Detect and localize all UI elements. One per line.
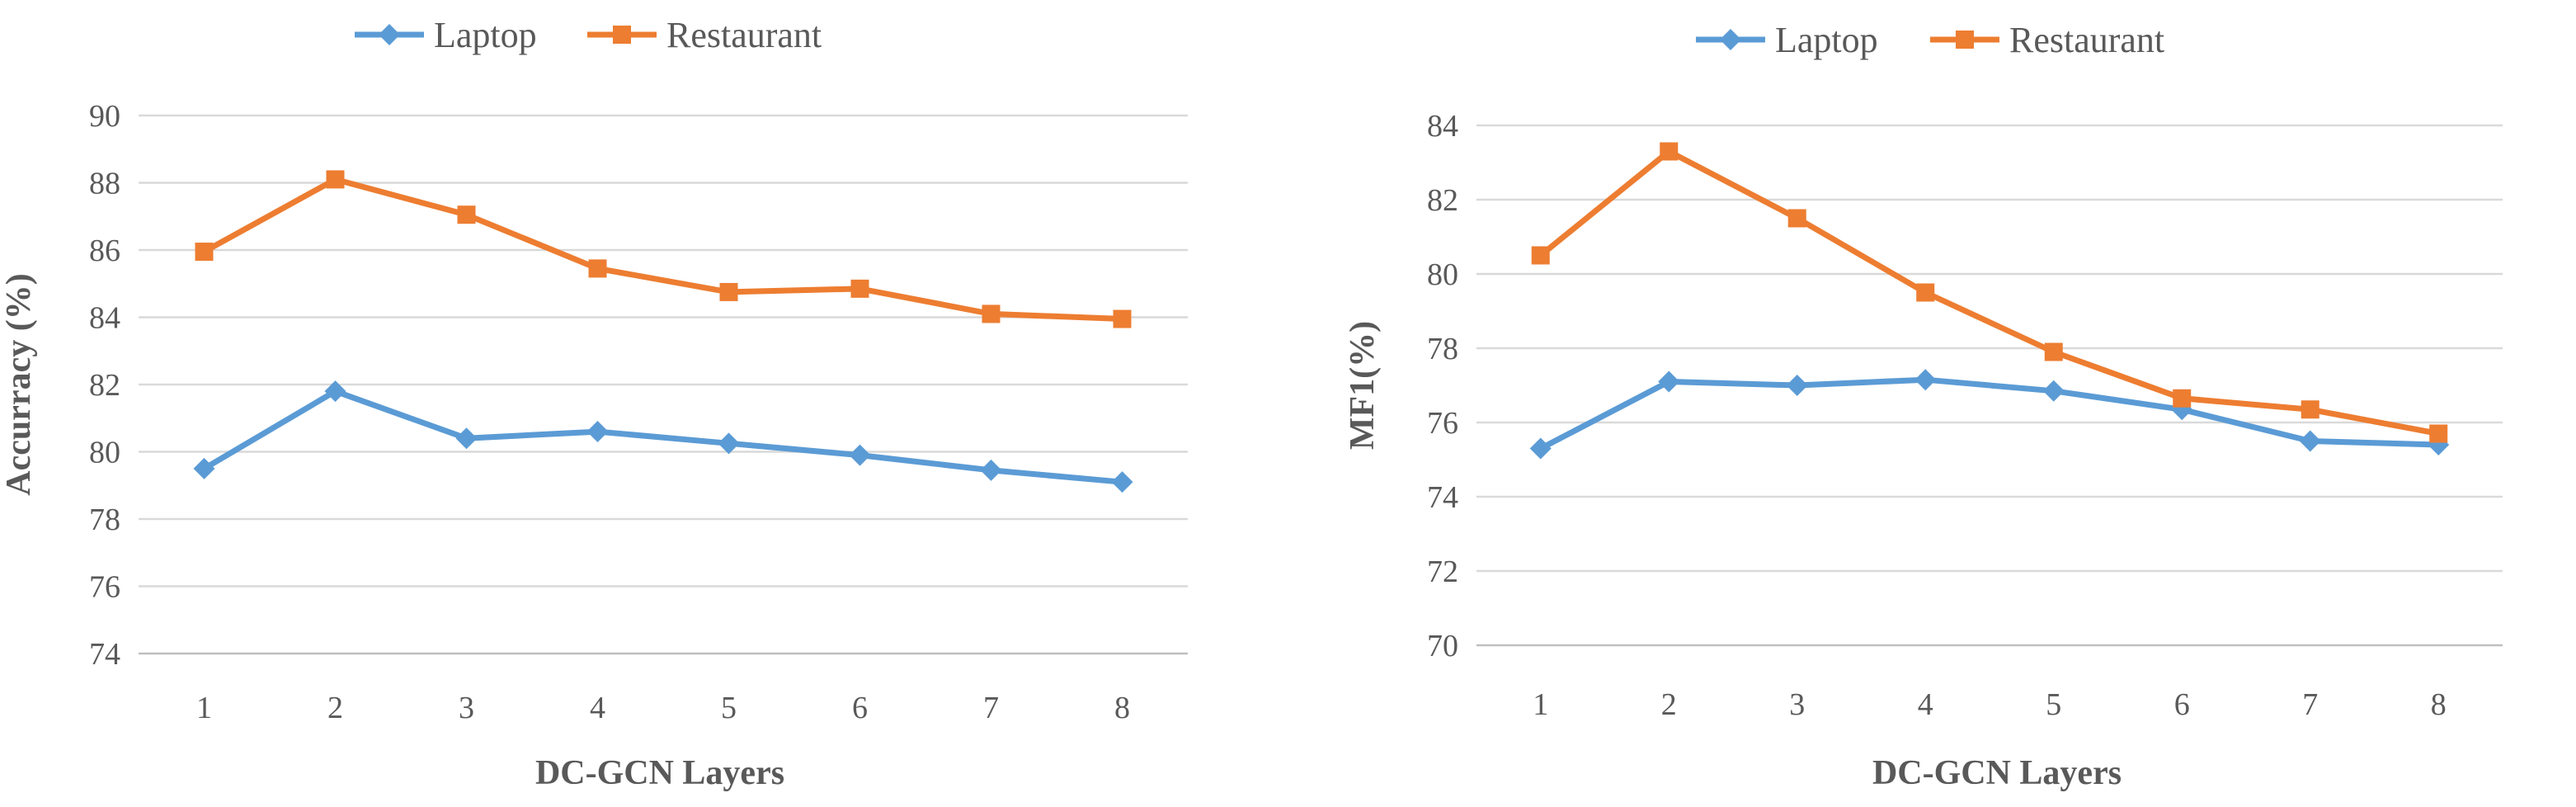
y-tick-label: 74 [89, 637, 120, 672]
y-axis-title: Accurracy (%) [0, 273, 38, 495]
y-tick-label: 88 [89, 167, 120, 201]
data-point-restaurant [2173, 389, 2192, 408]
x-tick-label: 6 [852, 691, 868, 725]
y-tick-label: 86 [89, 234, 120, 268]
x-tick-label: 4 [1918, 687, 1933, 722]
y-tick-label: 76 [1427, 406, 1458, 441]
data-point-restaurant [1787, 209, 1806, 228]
legend-marker-square [613, 26, 631, 44]
legend-marker-diamond [1720, 29, 1741, 50]
x-tick-label: 4 [590, 691, 605, 725]
data-point-laptop [1658, 370, 1680, 393]
legend-label: Laptop [1775, 20, 1878, 60]
y-tick-label: 80 [1427, 257, 1458, 292]
x-tick-label: 7 [983, 691, 999, 725]
data-point-laptop [2042, 380, 2065, 402]
data-point-restaurant [195, 243, 214, 262]
legend-marker-square [1956, 31, 1974, 49]
y-tick-label: 82 [89, 368, 120, 403]
y-tick-label: 70 [1427, 629, 1458, 663]
series-line-laptop [201, 388, 1125, 485]
y-tick-label: 84 [89, 301, 120, 336]
data-point-laptop [324, 380, 346, 403]
x-tick-label: 5 [2046, 687, 2061, 722]
data-point-laptop [1786, 375, 1808, 396]
x-tick-label: 8 [1114, 691, 1130, 725]
x-tick-label: 8 [2431, 687, 2446, 722]
data-point-laptop [849, 444, 871, 466]
data-point-restaurant [1531, 246, 1550, 265]
data-point-restaurant [719, 282, 738, 301]
x-tick-label: 2 [1661, 687, 1677, 722]
y-tick-label: 78 [89, 503, 120, 537]
data-point-laptop [980, 459, 1002, 481]
data-point-laptop [1529, 437, 1552, 460]
y-tick-label: 74 [1427, 480, 1458, 515]
data-point-restaurant [982, 304, 1001, 323]
series-line-restaurant [1538, 149, 2442, 437]
legend-item-restaurant: Restaurant [587, 15, 822, 55]
y-tick-label: 84 [1427, 109, 1458, 144]
data-point-laptop [193, 457, 215, 479]
data-point-laptop [586, 421, 609, 443]
data-point-restaurant [1916, 283, 1935, 302]
legend-item-restaurant: Restaurant [1930, 20, 2164, 60]
data-point-restaurant [1660, 142, 1679, 161]
data-point-restaurant [2429, 424, 2448, 443]
data-point-restaurant [2301, 400, 2319, 419]
legend-label: Restaurant [666, 15, 822, 55]
data-point-restaurant [2044, 342, 2063, 361]
x-tick-label: 5 [721, 691, 737, 725]
legend-label: Restaurant [2009, 20, 2164, 60]
x-tick-label: 1 [196, 691, 212, 725]
data-point-laptop [1914, 369, 1937, 391]
y-tick-label: 80 [89, 436, 120, 470]
y-axis-title: MF1(%) [1344, 321, 1382, 450]
legend-marker-diamond [379, 24, 400, 45]
y-tick-label: 72 [1427, 555, 1458, 589]
data-point-laptop [1111, 471, 1133, 493]
y-tick-label: 90 [89, 99, 120, 134]
x-tick-label: 7 [2302, 687, 2318, 722]
x-tick-label: 2 [327, 691, 343, 725]
data-point-restaurant [588, 259, 607, 278]
legend-item-laptop: Laptop [355, 15, 537, 55]
y-tick-label: 82 [1427, 183, 1458, 218]
x-tick-label: 3 [459, 691, 474, 725]
data-point-restaurant [1113, 309, 1132, 328]
data-point-laptop [2299, 430, 2321, 452]
legend-label: Laptop [434, 15, 537, 55]
x-tick-label: 6 [2174, 687, 2190, 722]
data-point-laptop [718, 432, 740, 455]
x-axis-title: DC-GCN Layers [535, 754, 784, 792]
y-tick-label: 78 [1427, 332, 1458, 366]
data-point-laptop [455, 427, 478, 450]
x-tick-label: 1 [1533, 687, 1548, 722]
series-line-laptop [1538, 376, 2442, 451]
y-tick-label: 76 [89, 570, 120, 605]
series-line-restaurant [201, 176, 1125, 322]
data-point-restaurant [850, 279, 869, 298]
data-point-restaurant [326, 170, 345, 189]
legend-item-laptop: Laptop [1696, 20, 1878, 60]
data-point-restaurant [457, 205, 476, 224]
x-axis-title: DC-GCN Layers [1872, 754, 2122, 792]
x-tick-label: 3 [1789, 687, 1805, 722]
